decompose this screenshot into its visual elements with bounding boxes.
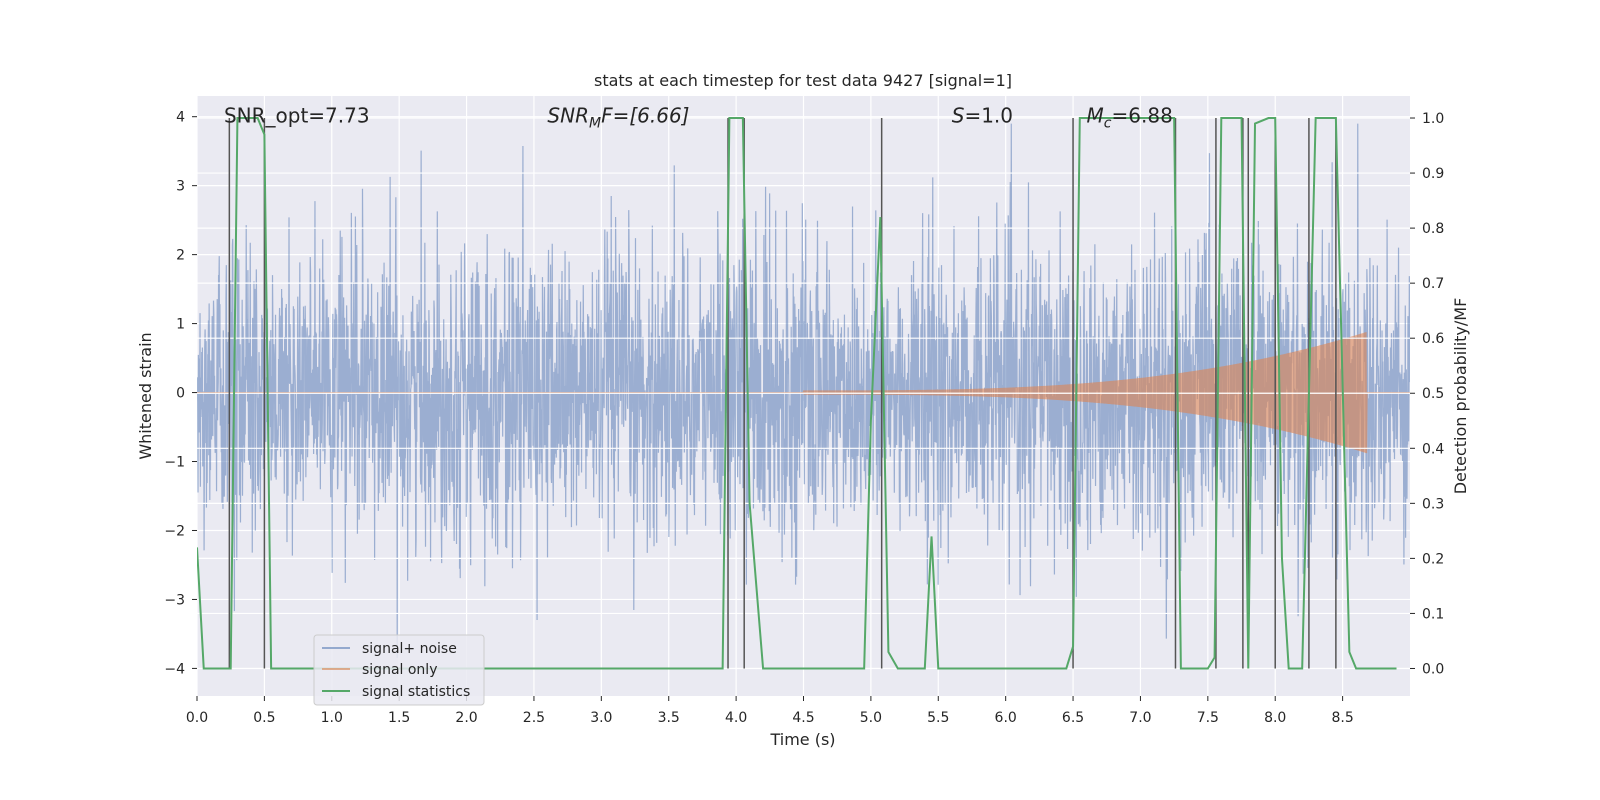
y2-tick-label: 0.1 [1422, 606, 1444, 622]
legend: signal+ noise signal only signal statist… [313, 634, 485, 706]
legend-label-signal-noise: signal+ noise [362, 641, 457, 657]
x-tick-label: 4.0 [725, 710, 747, 726]
x-tick-label: 5.0 [860, 710, 882, 726]
annotation-snr-mf-rest: F=[6.66] [601, 104, 689, 128]
annotation-mc-base: M [1087, 104, 1104, 128]
y2-tick-label: 0.6 [1422, 331, 1444, 347]
y-tick-label: −2 [164, 523, 185, 539]
x-tick-label: 1.0 [321, 710, 343, 726]
y2-tick-label: 0.3 [1422, 496, 1444, 512]
x-tick-label: 0.0 [186, 710, 208, 726]
y2-tick-label: 0.4 [1422, 441, 1444, 457]
y-tick-label: 1 [176, 317, 185, 333]
x-axis-ticks: 0.0 0.5 1.0 1.5 2.0 2.5 3.0 3.5 4.0 4.5 5.0 5.5 6.0 6… [186, 696, 1354, 726]
chart-title: stats at each timestep for test data 942… [594, 71, 1012, 90]
annotation-s-italic: S [952, 104, 965, 128]
y2-tick-label: 0.0 [1422, 661, 1444, 677]
series-signal-only [197, 332, 1410, 454]
x-axis-label: Time (s) [769, 730, 835, 749]
x-tick-label: 4.5 [792, 710, 814, 726]
y2-tick-label: 0.9 [1422, 166, 1444, 182]
annotation-mc-rest: =6.88 [1112, 104, 1173, 128]
y-tick-label: −1 [164, 455, 185, 471]
x-tick-label: 7.0 [1129, 710, 1151, 726]
y2-tick-label: 0.8 [1422, 221, 1444, 237]
y-tick-label: −3 [164, 592, 185, 608]
annotation-mc: Mc=6.88 [1087, 104, 1173, 132]
annotation-snr-mf-sub: M [589, 116, 601, 132]
series-signal-statistics [197, 117, 1397, 670]
y2-tick-label: 0.5 [1422, 386, 1444, 402]
legend-box [313, 634, 485, 706]
y-axis-label: Whitened strain [136, 332, 155, 459]
x-tick-label: 3.5 [658, 710, 680, 726]
annotation-mc-sub: c [1104, 116, 1112, 132]
y2-tick-label: 1.0 [1422, 111, 1444, 127]
y-tick-label: −4 [164, 661, 185, 677]
y-tick-label: 0 [176, 386, 185, 402]
annotation-s: S=1.0 [952, 104, 1013, 128]
x-tick-label: 7.5 [1197, 710, 1219, 726]
x-tick-label: 0.5 [253, 710, 275, 726]
series-signal-noise [197, 123, 1410, 658]
y2-tick-label: 0.2 [1422, 551, 1444, 567]
x-tick-label: 8.5 [1331, 710, 1353, 726]
x-tick-label: 3.0 [590, 710, 612, 726]
x-tick-label: 5.5 [927, 710, 949, 726]
y-axis-ticks: −4 −3 −2 −1 0 1 2 3 4 [164, 110, 197, 677]
y-tick-label: 3 [176, 179, 185, 195]
x-tick-label: 6.5 [1062, 710, 1084, 726]
x-tick-label: 6.0 [995, 710, 1017, 726]
x-tick-label: 8.0 [1264, 710, 1286, 726]
y2-axis-label: Detection probability/MF [1451, 298, 1470, 495]
legend-label-signal-only: signal only [362, 662, 437, 678]
annotation-snr-mf: SNRMF=[6.66] [547, 104, 689, 132]
x-tick-label: 2.0 [455, 710, 477, 726]
y2-tick-label: 0.7 [1422, 276, 1444, 292]
annotation-snr-mf-base: SNR [547, 104, 589, 128]
y-tick-label: 2 [176, 248, 185, 264]
line-signal-noise [197, 123, 1410, 658]
annotation-s-rest: =1.0 [964, 104, 1013, 128]
legend-label-signal-statistics: signal statistics [362, 684, 470, 700]
x-tick-label: 1.5 [388, 710, 410, 726]
line-signal-statistics [197, 117, 1397, 670]
y-tick-label: 4 [176, 110, 185, 126]
annotation-snr-opt: SNR_opt=7.73 [224, 104, 370, 128]
y2-axis-ticks: 0.0 0.1 0.2 0.3 0.4 0.5 0.6 0.7 0.8 0.9 1.0 [1410, 111, 1444, 677]
line-signal-only [197, 332, 1410, 454]
x-tick-label: 2.5 [523, 710, 545, 726]
